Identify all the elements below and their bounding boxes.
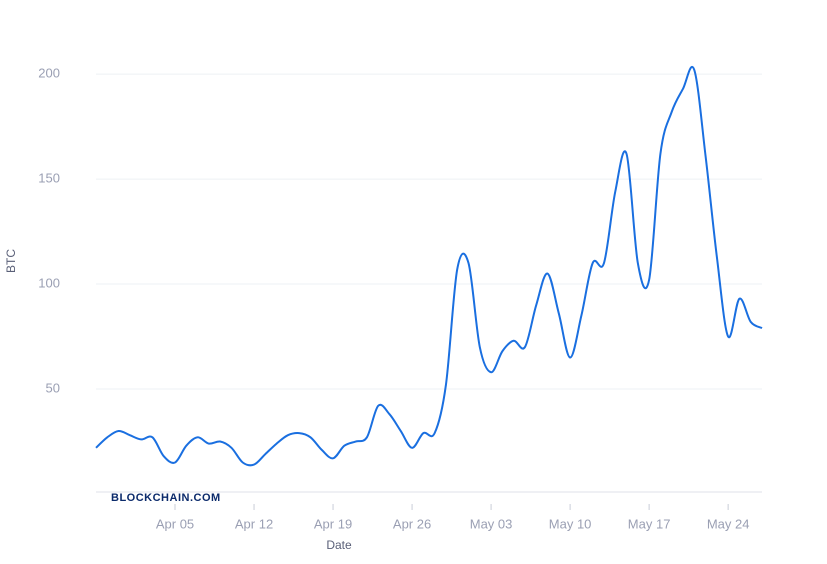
x-tick-label: May 24 xyxy=(707,516,750,531)
x-tick-label: Apr 05 xyxy=(156,516,194,531)
x-tick-label: May 10 xyxy=(549,516,592,531)
x-tick-label: Apr 19 xyxy=(314,516,352,531)
y-tick-label: 150 xyxy=(38,171,60,186)
x-axis-label: Date xyxy=(326,538,352,552)
y-tick-label: 200 xyxy=(38,66,60,81)
x-tick-label: May 17 xyxy=(628,516,671,531)
y-axis-label: BTC xyxy=(4,249,18,273)
line xyxy=(95,66,763,467)
x-tick-label: Apr 12 xyxy=(235,516,273,531)
x-tick-label: Apr 26 xyxy=(393,516,431,531)
watermark: BLOCKCHAIN.COM xyxy=(111,492,221,504)
y-tick-label: 50 xyxy=(46,380,60,395)
y-tick-label: 100 xyxy=(38,275,60,290)
x-tick-label: May 03 xyxy=(470,516,513,531)
